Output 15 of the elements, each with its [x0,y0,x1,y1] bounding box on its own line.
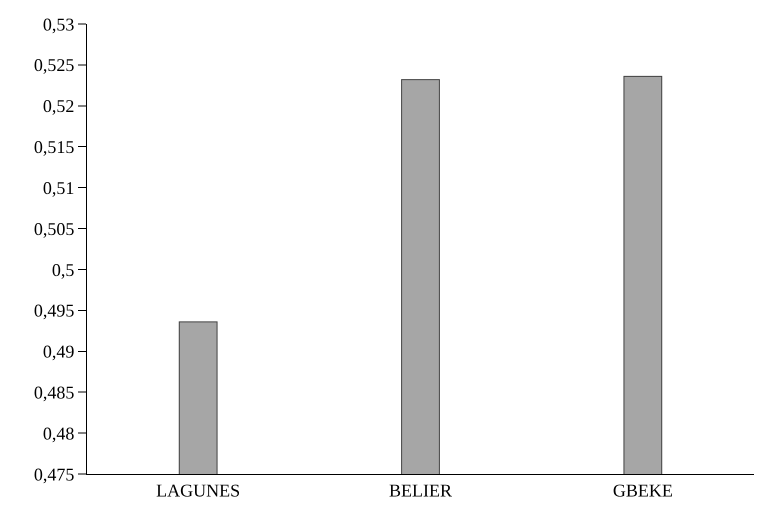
y-tick-label: 0,475 [34,464,74,484]
y-tick-label: 0,5 [52,260,74,280]
y-tick-label: 0,49 [42,342,74,362]
y-tick-label: 0,525 [34,55,74,76]
y-tick-label: 0,51 [42,178,74,198]
x-tick-label: GBEKE [612,480,673,501]
y-tick-label: 0,495 [34,300,74,321]
y-tick-label: 0,48 [42,423,74,444]
x-tick-label: BELIER [389,480,452,501]
x-tick-label: LAGUNES [156,480,240,501]
y-tick-label: 0,52 [42,96,74,116]
y-tick-label: 0,505 [34,218,74,239]
y-tick-label: 0,485 [34,382,74,402]
y-tick-label: 0,53 [42,14,74,34]
y-tick-label: 0,515 [34,137,74,158]
